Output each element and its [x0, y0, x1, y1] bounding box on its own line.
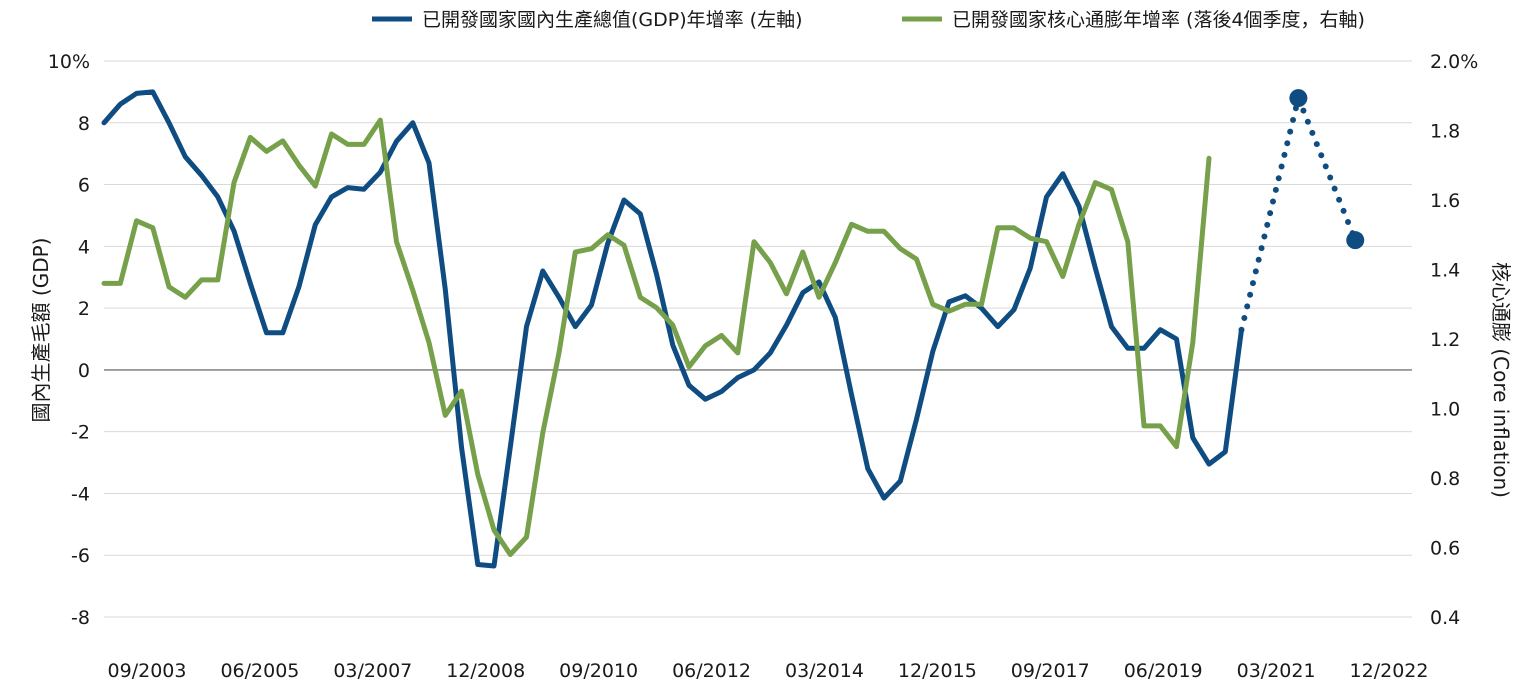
legend-label-inflation: 已開發國家核心通膨年增率 (落後4個季度，右軸): [952, 9, 1365, 31]
x-tick-label: 12/2022: [1350, 660, 1429, 682]
right-tick-label: 1.4: [1430, 260, 1460, 282]
x-axis-ticks: 09/2003 06/2005 03/2007 12/2008 09/2010 06/20…: [108, 660, 1429, 682]
left-axis-ticks: 10% 8 6 4 2 0 -2 -4 -6 -8: [48, 51, 90, 629]
left-tick-label: 0: [78, 360, 90, 382]
x-tick-label: 03/2007: [333, 660, 412, 682]
left-tick-label: 2: [78, 298, 90, 320]
right-tick-label: 1.6: [1430, 190, 1460, 212]
right-tick-label: 2.0%: [1430, 51, 1478, 73]
legend: 已開發國家國內生產總值(GDP)年增率 (左軸) 已開發國家核心通膨年增率 (落…: [372, 9, 1365, 31]
x-tick-label: 06/2005: [220, 660, 299, 682]
series-line-1: [1238, 95, 1359, 333]
right-axis-ticks: 2.0% 1.8 1.6 1.4 1.2 1.0 0.8 0.6 0.4: [1430, 51, 1478, 629]
series-line-0: [101, 89, 1244, 569]
left-axis-title: 國內生產毛額 (GDP): [29, 238, 53, 423]
x-tick-label: 09/2003: [108, 660, 187, 682]
legend-label-gdp: 已開發國家國內生產總值(GDP)年增率 (左軸): [422, 9, 803, 31]
x-tick-label: 06/2012: [672, 660, 751, 682]
x-tick-label: 03/2014: [785, 660, 864, 682]
right-tick-label: 0.4: [1430, 607, 1460, 629]
x-tick-label: 12/2008: [446, 660, 525, 682]
x-tick-label: 09/2017: [1011, 660, 1090, 682]
x-tick-label: 06/2019: [1124, 660, 1203, 682]
left-tick-label: -8: [71, 607, 90, 629]
series-group: [101, 89, 1365, 569]
right-tick-label: 0.8: [1430, 468, 1460, 490]
x-tick-label: 09/2010: [559, 660, 638, 682]
left-tick-label: 4: [78, 236, 90, 258]
right-tick-label: 1.0: [1430, 399, 1460, 421]
right-tick-label: 1.2: [1430, 329, 1460, 351]
forecast-point-1: [1346, 231, 1365, 250]
gridlines: [104, 60, 1412, 618]
x-tick-label: 12/2015: [898, 660, 977, 682]
left-tick-label: 10%: [48, 51, 90, 73]
right-axis-title: 核心通膨 (Core inflation): [1489, 262, 1513, 498]
left-tick-label: 6: [78, 175, 90, 197]
right-tick-label: 1.8: [1430, 121, 1460, 143]
left-tick-label: -2: [71, 422, 90, 444]
series-line-2: [101, 117, 1212, 557]
left-tick-label: -6: [71, 545, 90, 567]
forecast-point-0: [1289, 89, 1308, 108]
x-tick-label: 03/2021: [1237, 660, 1316, 682]
right-tick-label: 0.6: [1430, 538, 1460, 560]
left-tick-label: -4: [71, 483, 90, 505]
left-tick-label: 8: [78, 113, 90, 135]
